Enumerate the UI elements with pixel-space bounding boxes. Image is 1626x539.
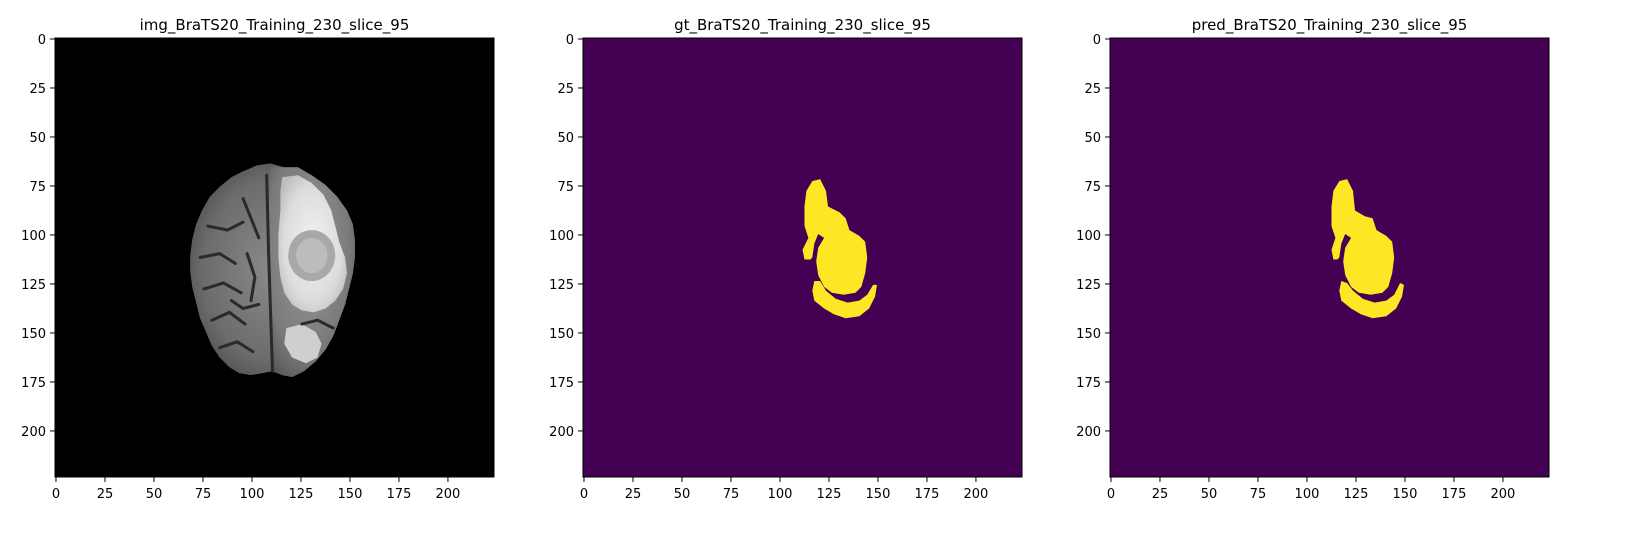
y-tick-label: 25	[1084, 82, 1101, 97]
x-tick-label: 0	[52, 487, 60, 502]
x-tick-label: 125	[817, 487, 842, 502]
y-tick-label: 175	[1076, 376, 1101, 391]
y-tick-label: 175	[21, 376, 46, 391]
hyperintense-region-lower	[284, 324, 322, 364]
y-tick-label: 25	[557, 82, 574, 97]
y-tick-label: 200	[1076, 425, 1101, 440]
y-tick-label: 75	[1084, 180, 1101, 195]
x-tick-label: 75	[1250, 487, 1267, 502]
x-tick-label: 100	[768, 487, 793, 502]
y-tick-label: 100	[21, 229, 46, 244]
x-tick-label: 0	[580, 487, 588, 502]
x-tick-label: 175	[387, 487, 412, 502]
y-tick-label: 75	[29, 180, 46, 195]
x-tick-label: 50	[1201, 487, 1218, 502]
mask-region	[1339, 281, 1404, 319]
x-tick-label: 200	[436, 487, 461, 502]
panel-title: img_BraTS20_Training_230_slice_95	[140, 16, 410, 35]
sulcus-line	[300, 318, 335, 330]
panel-1: img_BraTS20_Training_230_slice_95 0 25 50 75…	[21, 16, 495, 502]
y-tick-label: 25	[29, 82, 46, 97]
sulcus-line	[218, 340, 255, 354]
y-tick-label: 150	[549, 327, 574, 342]
x-tick-label: 150	[338, 487, 363, 502]
x-tick-label: 0	[1107, 487, 1115, 502]
y-tick-label: 50	[557, 131, 574, 146]
image-background	[1110, 38, 1549, 477]
x-tick-label: 150	[866, 487, 891, 502]
sulcus-line	[198, 252, 237, 265]
x-tick-label: 25	[625, 487, 642, 502]
x-tick-label: 125	[1344, 487, 1369, 502]
x-tick-label: 100	[240, 487, 265, 502]
y-tick-label: 125	[21, 278, 46, 293]
x-tick-label: 75	[723, 487, 740, 502]
y-tick-label: 125	[1076, 278, 1101, 293]
sulcus-line	[210, 310, 247, 326]
x-tick-label: 175	[915, 487, 940, 502]
y-tick-label: 125	[549, 278, 574, 293]
mask-region	[812, 281, 877, 319]
x-tick-label: 50	[146, 487, 163, 502]
y-tick-label: 0	[1093, 33, 1101, 48]
y-tick-label: 50	[1084, 131, 1101, 146]
sulcus-line	[206, 220, 245, 232]
image-background	[583, 38, 1022, 477]
y-tick-label: 175	[549, 376, 574, 391]
sulcus-line	[265, 173, 274, 373]
y-tick-label: 0	[566, 33, 574, 48]
axes-frame	[582, 37, 1023, 478]
axes-frame	[1109, 37, 1550, 478]
x-tick-label: 200	[964, 487, 989, 502]
mask-region	[1331, 179, 1395, 295]
y-tick-label: 100	[1076, 229, 1101, 244]
y-tick-label: 0	[38, 33, 46, 48]
x-tick-label: 125	[289, 487, 314, 502]
x-tick-label: 100	[1295, 487, 1320, 502]
sulcus-line	[245, 252, 257, 303]
x-tick-label: 25	[97, 487, 114, 502]
panel-2: gt_BraTS20_Training_230_slice_95 0 25 50 75 1…	[549, 16, 1023, 502]
sulcus-line	[241, 197, 261, 240]
x-tick-label: 175	[1442, 487, 1467, 502]
y-tick-label: 200	[21, 425, 46, 440]
y-tick-label: 100	[549, 229, 574, 244]
y-tick-label: 200	[549, 425, 574, 440]
y-tick-label: 50	[29, 131, 46, 146]
x-tick-label: 50	[674, 487, 691, 502]
x-tick-label: 75	[195, 487, 212, 502]
panel-title: pred_BraTS20_Training_230_slice_95	[1192, 16, 1468, 35]
y-tick-label: 150	[21, 327, 46, 342]
mask-region	[802, 179, 868, 295]
sulcus-line	[202, 281, 243, 295]
panel-title: gt_BraTS20_Training_230_slice_95	[674, 16, 931, 35]
y-tick-label: 150	[1076, 327, 1101, 342]
x-tick-label: 150	[1393, 487, 1418, 502]
x-tick-label: 25	[1152, 487, 1169, 502]
y-tick-label: 75	[557, 180, 574, 195]
tumor-center	[296, 237, 328, 274]
sulcus-line	[229, 299, 261, 311]
panel-3: pred_BraTS20_Training_230_slice_95 0 25 50 7…	[1076, 16, 1550, 502]
x-tick-label: 200	[1491, 487, 1516, 502]
axes-frame	[54, 37, 495, 478]
